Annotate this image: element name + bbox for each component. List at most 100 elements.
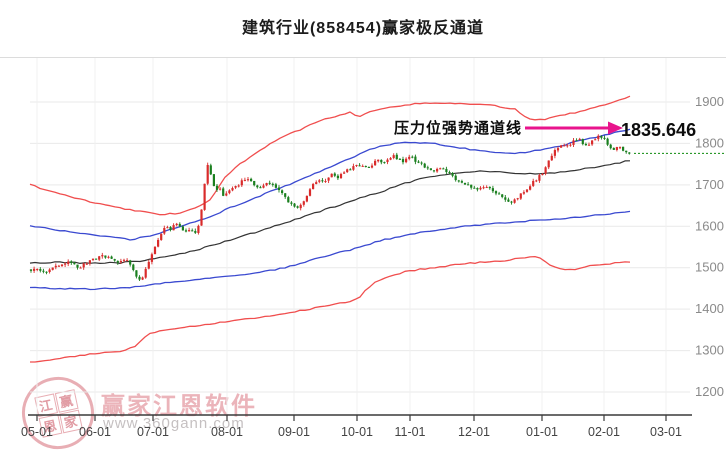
candles-layer — [29, 134, 631, 282]
candle-body — [262, 185, 265, 188]
candle-body — [281, 190, 284, 193]
candle-body — [178, 223, 181, 227]
candle-body — [408, 156, 411, 159]
candle-body — [184, 230, 188, 232]
candle-body — [271, 183, 274, 185]
candle-body — [556, 148, 560, 151]
candle-body — [250, 178, 253, 182]
candle-body — [302, 201, 305, 205]
candle-body — [296, 206, 299, 208]
candle-body — [535, 180, 538, 182]
candle-body — [287, 197, 290, 203]
candle-body — [98, 256, 101, 260]
candle-body — [600, 136, 603, 138]
candle-body — [212, 174, 215, 186]
candle-body — [101, 255, 104, 257]
candle-body — [231, 188, 234, 191]
candle-body — [36, 268, 39, 270]
candle-body — [209, 165, 212, 175]
candle-body — [553, 150, 556, 156]
candle-body — [284, 193, 287, 197]
candle-body — [70, 261, 73, 263]
candle-body — [628, 152, 631, 154]
candle-body — [228, 190, 231, 194]
candle-body — [343, 172, 346, 174]
candle-body — [501, 194, 504, 197]
candle-body — [225, 193, 228, 196]
candle-body — [113, 259, 116, 261]
candle-body — [141, 277, 144, 280]
candle-body — [364, 166, 367, 168]
candle-body — [432, 170, 436, 172]
axis-layer: 05-01 06-01 07-01 08-01 09-01 10-01 11-01 12-01… — [21, 94, 724, 439]
candle-body — [591, 140, 594, 145]
candle-body — [575, 140, 578, 142]
candle-body — [423, 163, 426, 168]
candle-body — [439, 168, 442, 170]
candle-body — [293, 203, 296, 207]
candle-body — [135, 270, 138, 277]
x-axis-label: 07-01 — [137, 425, 169, 439]
candle-body — [234, 186, 237, 188]
candle-body — [48, 269, 51, 273]
x-axis-label: 05-01 — [21, 425, 53, 439]
candle-body — [516, 198, 519, 200]
candle-body — [389, 158, 392, 160]
candle-body — [560, 145, 563, 148]
series-lower-blue-channel — [29, 210, 631, 291]
candle-body — [547, 160, 550, 168]
candle-body — [336, 175, 339, 179]
candle-body — [138, 276, 141, 280]
candle-body — [129, 260, 132, 265]
candle-body — [88, 260, 91, 264]
candle-body — [529, 186, 532, 190]
candle-body — [85, 263, 88, 265]
candle-body — [324, 181, 327, 183]
candle-body — [569, 144, 572, 146]
candle-body — [318, 180, 321, 182]
candle-body — [513, 199, 516, 203]
candle-body — [597, 135, 600, 140]
candle-body — [150, 254, 153, 262]
candle-body — [82, 263, 85, 268]
candle-body — [237, 185, 240, 187]
candle-body — [39, 269, 42, 271]
candle-body — [299, 204, 302, 209]
candle-body — [622, 146, 625, 151]
candle-body — [181, 226, 184, 231]
x-axis-label: 11-01 — [394, 425, 425, 439]
candle-body — [507, 199, 510, 202]
candle-body — [339, 174, 343, 178]
y-axis-label: 1800 — [695, 135, 724, 150]
candle-body — [175, 223, 178, 226]
candle-body — [498, 193, 501, 195]
candle-body — [457, 180, 460, 182]
candle-body — [594, 139, 597, 141]
y-axis-label: 1400 — [695, 301, 724, 316]
candle-body — [618, 147, 622, 149]
candle-body — [243, 179, 246, 181]
candle-body — [265, 183, 268, 186]
pressure-line-value: 1835.646 — [621, 120, 697, 140]
candle-body — [60, 264, 64, 267]
chart-title: 建筑行业(858454)赢家极反通道 — [241, 20, 485, 37]
candle-body — [95, 258, 98, 260]
candle-body — [491, 188, 494, 192]
candle-body — [473, 187, 476, 189]
candle-body — [454, 175, 457, 181]
candle-body — [445, 168, 448, 173]
candle-body — [163, 227, 166, 234]
candle-body — [188, 230, 191, 232]
candle-body — [274, 184, 277, 188]
candle-body — [104, 255, 107, 258]
candle-body — [33, 268, 36, 271]
candle-body — [315, 182, 318, 185]
candle-body — [377, 159, 380, 162]
candle-body — [144, 268, 147, 278]
candle-body — [606, 138, 609, 145]
candle-body — [383, 162, 386, 164]
candle-body — [625, 150, 628, 153]
candle-body — [563, 145, 566, 147]
candle-body — [116, 260, 119, 263]
candle-body — [166, 227, 169, 229]
